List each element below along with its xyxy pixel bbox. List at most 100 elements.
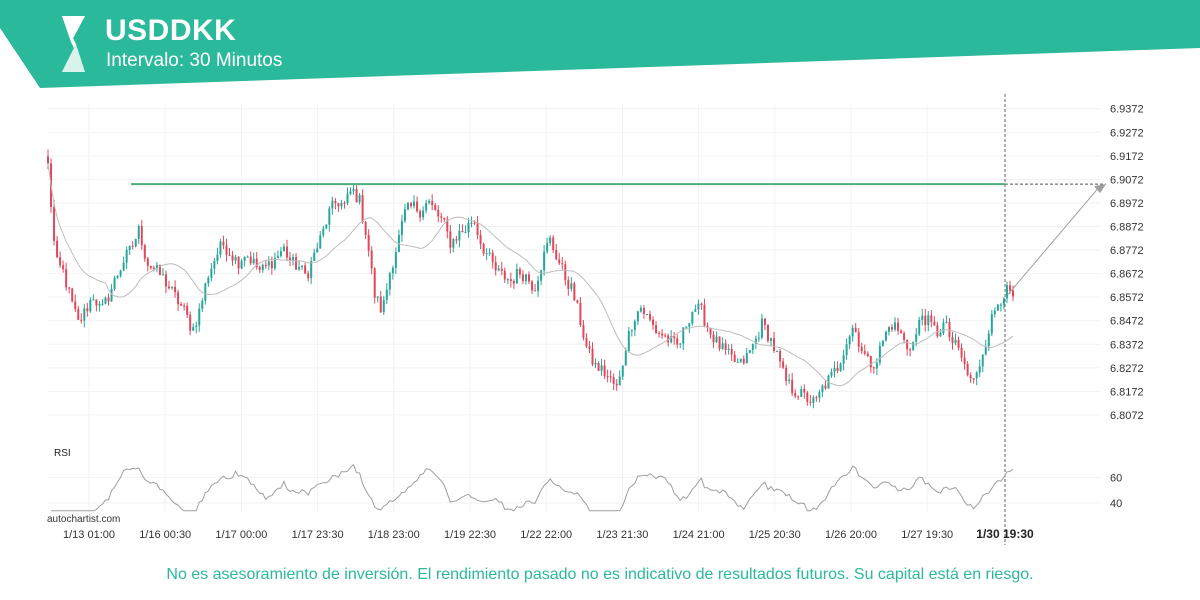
x-tick-label: 1/19 22:30 (444, 529, 496, 541)
candle-body (555, 249, 558, 260)
candle (403, 203, 406, 224)
candle (177, 289, 180, 311)
candle (866, 351, 869, 358)
candle-body (62, 265, 65, 270)
candle-body (228, 254, 231, 256)
candle (370, 246, 373, 275)
candle (255, 251, 258, 270)
candle-body (742, 358, 745, 364)
candle-body (676, 338, 679, 345)
candle-body (243, 257, 246, 261)
forecast-arrowhead (1094, 184, 1106, 194)
candle (915, 327, 918, 347)
candle (839, 362, 842, 372)
candle-body (246, 256, 249, 258)
candle-body (639, 307, 642, 312)
candle (497, 264, 500, 272)
candle (927, 311, 930, 332)
candle (307, 270, 310, 282)
candle (452, 237, 455, 253)
candle (906, 339, 909, 356)
candle (213, 258, 216, 275)
candle (122, 256, 125, 272)
candle (600, 358, 603, 376)
candle (742, 355, 745, 365)
candle (776, 350, 779, 352)
candle-body (80, 319, 83, 321)
candle-body (972, 378, 975, 380)
candle (821, 384, 824, 397)
candle-body (192, 327, 195, 331)
candle-body (77, 309, 80, 320)
chart-grid (47, 104, 1100, 512)
candle (183, 303, 186, 311)
candle (500, 261, 503, 276)
candle (491, 249, 494, 269)
candle (476, 215, 479, 240)
candle (376, 295, 379, 303)
candle-body (921, 315, 924, 320)
candle (74, 294, 77, 312)
candle-body (428, 200, 431, 203)
candle (328, 206, 331, 232)
candle-body (567, 280, 570, 289)
candle (161, 267, 164, 276)
candle-body (331, 200, 334, 209)
candle-body (933, 321, 936, 326)
candle (524, 273, 527, 285)
y-tick-label: 6.8472 (1110, 316, 1144, 328)
candle (700, 302, 703, 310)
disclaimer-text: No es asesoramiento de inversión. El ren… (166, 566, 1034, 583)
rsi-panel: 60 40 (47, 463, 1122, 512)
price-axis: 6.9372 6.9272 6.9172 6.9072 6.8972 6.8872 6.87… (1110, 104, 1144, 422)
candle-body (358, 195, 361, 203)
candle-body (376, 296, 379, 298)
candle (95, 299, 98, 312)
candle-body (963, 357, 966, 365)
candle (331, 196, 334, 215)
candle (68, 287, 71, 294)
candle (379, 291, 382, 314)
candle (800, 385, 803, 398)
candle-body (694, 309, 697, 312)
candle-body (204, 283, 207, 301)
candle (648, 310, 651, 322)
candle-body (948, 322, 951, 337)
candle (431, 194, 434, 211)
y-tick-label: 6.9372 (1110, 104, 1144, 116)
candle (996, 303, 999, 311)
candle (812, 395, 815, 409)
candle (921, 308, 924, 326)
candle-body (234, 256, 237, 261)
candle-body (270, 261, 273, 269)
candle-body (89, 300, 92, 312)
candle-body (809, 401, 812, 403)
candle-body (851, 327, 854, 337)
candle (851, 324, 854, 342)
candle-body (866, 353, 869, 357)
candle-body (485, 253, 488, 255)
candle (352, 184, 355, 195)
candle (98, 300, 101, 312)
candle (739, 358, 742, 363)
candle-body (47, 156, 49, 164)
candle-body (207, 278, 210, 284)
candle (77, 305, 80, 321)
candle-body (479, 234, 482, 245)
candle (579, 297, 582, 328)
candle (113, 275, 116, 291)
candle-body (800, 389, 803, 397)
candle (146, 256, 149, 272)
candle (890, 324, 893, 332)
candle (573, 281, 576, 301)
candle-body (794, 393, 797, 397)
candle-body (936, 325, 939, 337)
candle (237, 256, 240, 275)
candle-body (116, 275, 119, 278)
candle (597, 361, 600, 372)
candle (285, 239, 288, 262)
candle-body (534, 290, 537, 292)
candle (537, 275, 540, 297)
candle (400, 214, 403, 242)
rsi-line (51, 463, 1014, 512)
